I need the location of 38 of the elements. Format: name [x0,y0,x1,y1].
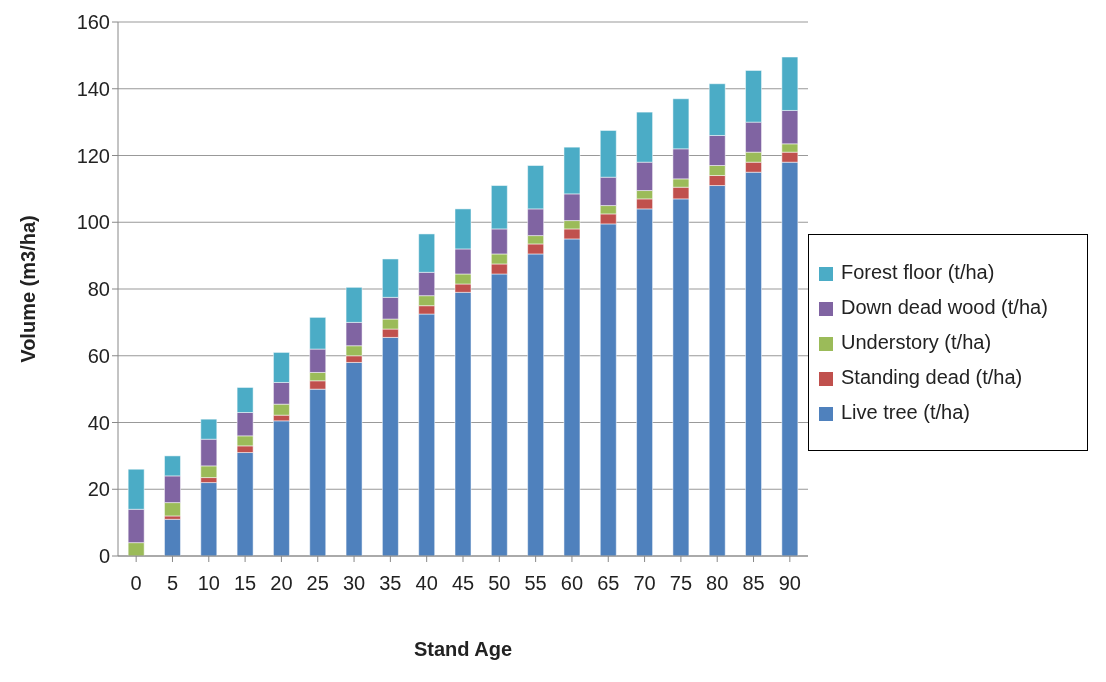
legend-label: Live tree (t/ha) [841,400,970,424]
y-tick-label: 60 [87,344,110,367]
y-tick-label: 100 [76,211,110,234]
y-tick-label: 40 [87,411,110,434]
legend-label: Down dead wood (t/ha) [841,295,1048,319]
bar [273,420,290,556]
y-tick-label: 20 [87,478,110,501]
y-tick-label: 120 [76,144,110,167]
bar [200,482,218,556]
x-tick-label: 30 [342,572,366,595]
x-tick-label: 90 [778,572,801,595]
x-tick-label: 25 [306,572,329,595]
x-tick-label: 5 [166,572,179,595]
y-tick-label: 160 [76,11,110,34]
x-tick-label: 75 [669,572,693,595]
legend-label: Standing dead (t/ha) [841,365,1023,389]
x-tick-label: 10 [197,572,220,595]
x-tick-label: 20 [270,572,293,595]
x-tick-label: 70 [633,572,656,595]
y-tick-label: 140 [76,77,110,100]
bar [164,519,181,556]
x-tick-label: 40 [415,572,438,595]
x-axis-title: Stand Age [413,638,513,660]
x-tick-label: 65 [597,572,620,595]
x-tick-label: 0 [130,572,142,595]
legend-label: Forest floor (t/ha) [841,260,995,284]
legend-label: Understory (t/ha) [841,330,992,354]
x-tick-label: 80 [706,572,729,595]
y-tick-label: 80 [87,278,110,301]
x-tick-label: 55 [524,572,547,595]
x-tick-label: 50 [488,572,511,595]
y-tick-label: 0 [98,545,110,568]
x-tick-label: 15 [233,572,257,595]
x-tick-label: 60 [560,572,584,595]
x-tick-label: 45 [451,572,475,595]
y-axis-title: Volume (m3/ha) [17,215,40,363]
x-tick-label: 85 [742,572,765,595]
x-tick-label: 35 [379,572,402,595]
